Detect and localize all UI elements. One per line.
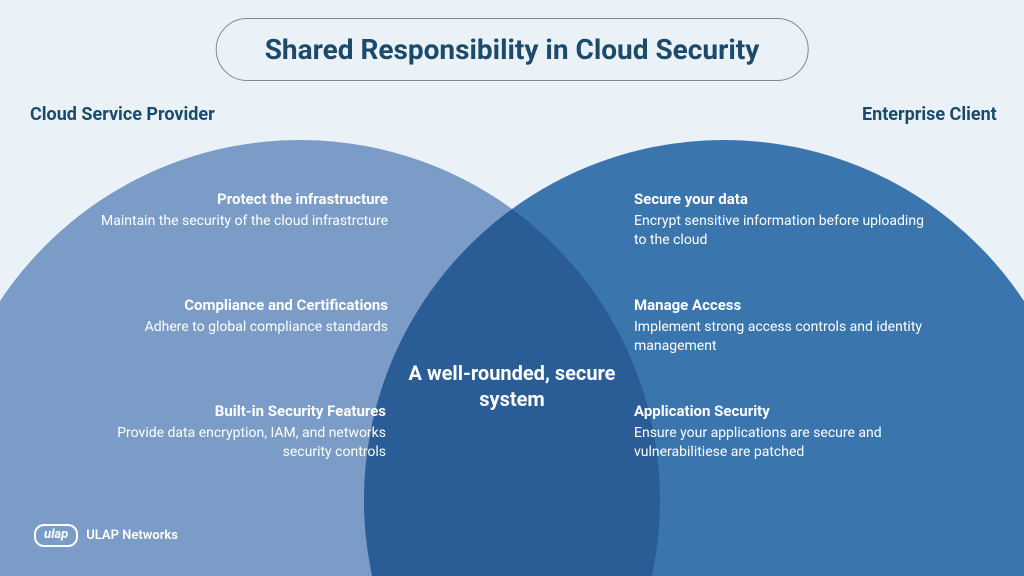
page-title: Shared Responsibility in Cloud Security	[216, 18, 809, 81]
infographic-stage: Shared Responsibility in Cloud Security …	[0, 0, 1024, 576]
item-heading: Compliance and Certifications	[88, 296, 388, 314]
item-desc: Adhere to global compliance standards	[88, 318, 388, 337]
client-item: Application Security Ensure your applica…	[634, 402, 964, 462]
item-desc: Ensure your applications are secure and …	[634, 424, 964, 462]
brand-name: ULAP Networks	[86, 528, 178, 543]
venn-svg	[0, 0, 1024, 576]
brand: ulap ULAP Networks	[34, 524, 178, 547]
item-desc: Maintain the security of the cloud infra…	[88, 212, 388, 231]
item-heading: Manage Access	[634, 296, 954, 314]
section-label-provider: Cloud Service Provider	[30, 104, 215, 125]
item-heading: Protect the infrastructure	[88, 190, 388, 208]
brand-logo: ulap	[34, 524, 78, 547]
item-heading: Built-in Security Features	[66, 402, 386, 420]
venn-center-text: A well-rounded, secure system	[402, 360, 622, 412]
provider-item: Built-in Security Features Provide data …	[66, 402, 386, 462]
client-item: Manage Access Implement strong access co…	[634, 296, 954, 356]
provider-item: Protect the infrastructure Maintain the …	[88, 190, 388, 231]
item-desc: Implement strong access controls and ide…	[634, 318, 954, 356]
item-desc: Provide data encryption, IAM, and networ…	[66, 424, 386, 462]
client-item: Secure your data Encrypt sensitive infor…	[634, 190, 934, 250]
item-heading: Application Security	[634, 402, 964, 420]
section-label-client: Enterprise Client	[862, 104, 997, 125]
item-heading: Secure your data	[634, 190, 934, 208]
provider-item: Compliance and Certifications Adhere to …	[88, 296, 388, 337]
item-desc: Encrypt sensitive information before upl…	[634, 212, 934, 250]
